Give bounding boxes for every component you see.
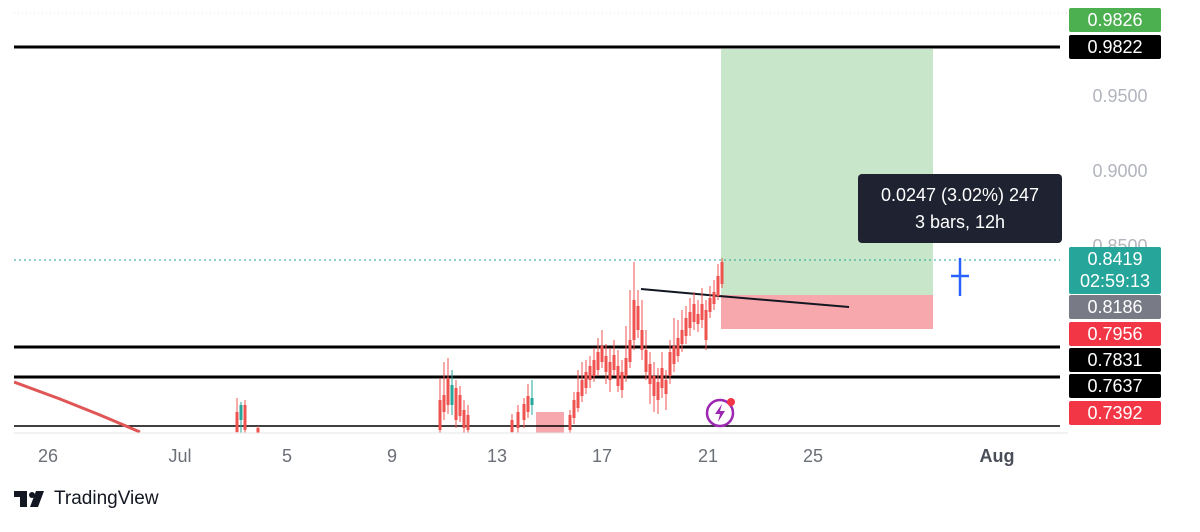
candle-body: [572, 400, 576, 418]
loss-zone[interactable]: [721, 295, 933, 329]
x-tick-label: 17: [591, 446, 613, 466]
measure-price-change: 0.0247 (3.02%) 247: [880, 185, 1040, 205]
x-tick-label: 13: [486, 446, 508, 466]
x-tick-label: 5: [281, 446, 293, 466]
candle-body: [450, 385, 454, 405]
x-tick-label: 26: [37, 446, 59, 466]
candle-body: [608, 362, 612, 380]
candle-body: [624, 358, 628, 376]
candle-body: [660, 368, 664, 388]
candle-body: [235, 412, 239, 432]
candle-body: [656, 382, 660, 400]
x-tick-label: Jul: [168, 446, 192, 466]
candle-body: [256, 428, 260, 433]
stop-loss-price-tag: 0.7956: [1069, 322, 1161, 346]
candle-body: [652, 376, 656, 396]
candlesticks: [235, 258, 724, 433]
take-profit-price-tag: 0.9826: [1069, 8, 1161, 32]
level-price-tag: 0.9822: [1069, 35, 1161, 59]
footer-brand[interactable]: TradingView: [14, 488, 159, 510]
level-price-tag: 0.7392: [1069, 401, 1161, 425]
bar-countdown: 02:59:13: [1079, 271, 1151, 291]
candle-body: [620, 372, 624, 390]
candle-body: [668, 352, 672, 376]
candle-body: [676, 338, 680, 356]
small-loss-zone: [536, 412, 564, 433]
candle-body: [720, 262, 724, 284]
candle-body: [446, 378, 450, 405]
candle-body: [636, 306, 640, 330]
candle-body: [584, 372, 588, 388]
candle-body: [644, 350, 648, 372]
moving-average-line: [14, 380, 141, 433]
candle-body: [510, 420, 514, 432]
y-tick-label: 0.9500: [1092, 86, 1148, 106]
candle-body: [664, 380, 668, 394]
candle-body: [704, 310, 708, 340]
candle-body: [672, 346, 676, 364]
candle-body: [632, 300, 636, 340]
measure-tooltip: 0.0247 (3.02%) 247 3 bars, 12h: [858, 174, 1062, 243]
candle-body: [568, 415, 572, 430]
cursor-cross: [951, 258, 969, 296]
y-tick-label: 0.9000: [1092, 161, 1148, 181]
candle-body: [612, 355, 616, 370]
x-tick-label: 21: [697, 446, 719, 466]
candle-body: [700, 304, 704, 320]
candle-body: [530, 398, 534, 405]
candle-body: [696, 314, 700, 324]
brand-name: TradingView: [54, 488, 159, 509]
candle-body: [442, 395, 446, 412]
measure-bars-duration: 3 bars, 12h: [914, 212, 1006, 232]
x-tick-label: Aug: [979, 446, 1015, 466]
candle-body: [640, 330, 644, 350]
candle-body: [526, 396, 530, 412]
candle-body: [438, 400, 442, 430]
candle-body: [716, 276, 720, 296]
candle-body: [592, 360, 596, 376]
candle-body: [628, 340, 632, 362]
candle-body: [466, 415, 470, 430]
entry-price-tag: 0.8186: [1069, 295, 1161, 319]
plot-area: [14, 45, 1060, 433]
candle-body: [680, 330, 684, 344]
candle-body: [708, 298, 712, 312]
candle-body: [462, 410, 466, 428]
x-tick-label: 25: [802, 446, 824, 466]
level-price-tag: 0.7637: [1069, 374, 1161, 398]
candle-body: [616, 366, 620, 386]
candle-body: [576, 392, 580, 408]
candle-body: [684, 318, 688, 336]
candle-body: [243, 405, 247, 430]
candle-body: [600, 346, 604, 362]
tradingview-logo-icon: [14, 491, 44, 507]
candle-body: [604, 356, 608, 372]
candle-body: [458, 395, 462, 416]
candle-body: [239, 405, 243, 420]
candle-body: [522, 404, 526, 420]
candle-body: [648, 364, 652, 384]
last-price-value: 0.8419: [1087, 249, 1143, 269]
candle-body: [596, 352, 600, 370]
level-price-tag: 0.7831: [1069, 348, 1161, 372]
candle-body: [692, 304, 696, 322]
last-price-tag: 0.8419 02:59:13: [1069, 247, 1161, 294]
profit-zone[interactable]: [721, 49, 933, 295]
candle-body: [712, 292, 716, 304]
candle-body: [688, 312, 692, 328]
candle-body: [580, 380, 584, 396]
lightning-event-icon[interactable]: [704, 396, 736, 428]
candle-body: [516, 412, 520, 428]
x-tick-label: 9: [386, 446, 398, 466]
candle-body: [454, 388, 458, 420]
candle-body: [588, 366, 592, 380]
